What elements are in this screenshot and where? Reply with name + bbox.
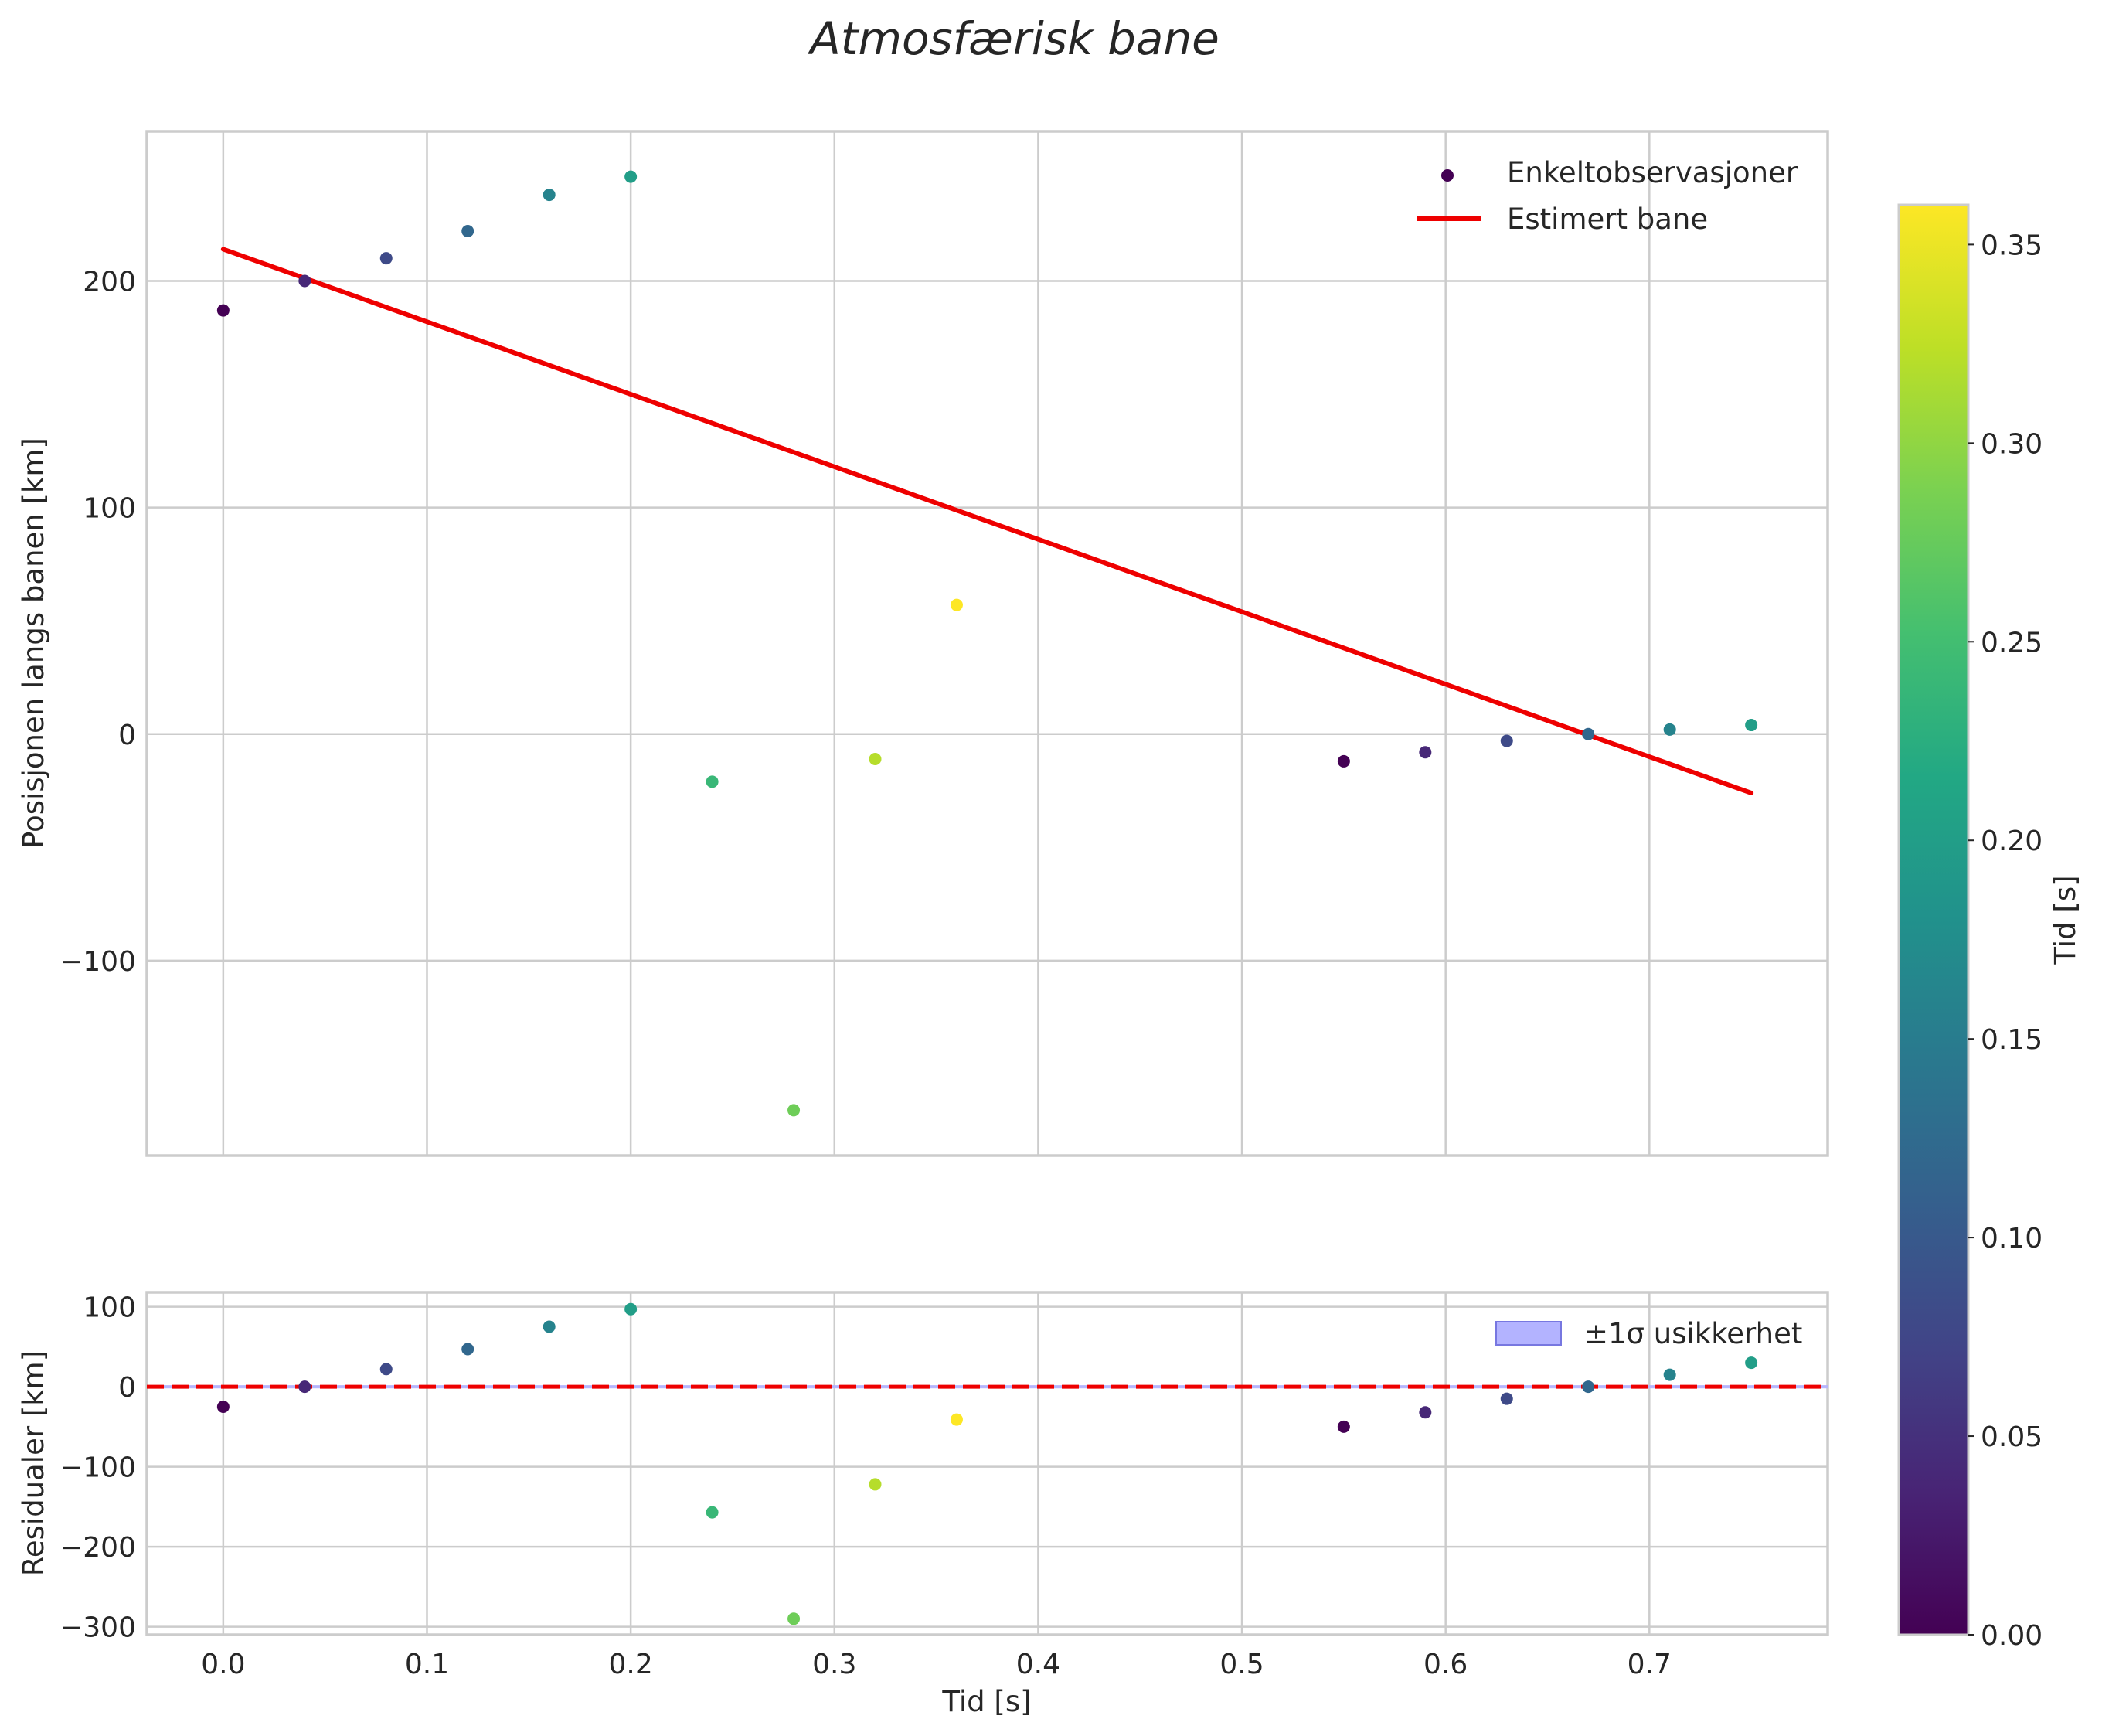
top-y-tick-label: 200 [83, 266, 136, 298]
legend-line-label: Estimert bane [1507, 203, 1708, 236]
x-tick-label: 0.7 [1628, 1649, 1672, 1680]
residual-point [787, 1612, 801, 1625]
residual-point [869, 1478, 882, 1491]
x-tick-label: 0.3 [812, 1649, 856, 1680]
legend-scatter-label: Enkeltobservasjoner [1507, 156, 1798, 189]
colorbar-tick-label: 0.35 [1981, 230, 2042, 261]
estimated-trajectory-line [220, 247, 1754, 795]
colorbar-tick-label: 0.10 [1981, 1223, 2042, 1254]
top-y-tick-label: −100 [60, 946, 136, 978]
colorbar-gradient [1897, 203, 1970, 1636]
top-y-tick-labels: −100 0 100 200 [60, 266, 136, 977]
bottom-y-tick-label: −100 [60, 1452, 136, 1484]
colorbar-tick-label: 0.25 [1981, 627, 2042, 659]
x-tick-label: 0.4 [1016, 1649, 1060, 1680]
colorbar-label: Tid [s] [2049, 875, 2082, 965]
observation-point [706, 775, 719, 788]
sigma-uncertainty-band [147, 1385, 1828, 1389]
observation-points [216, 170, 1758, 1117]
top-axes-frame [145, 130, 1829, 1157]
x-tick-label: 0.1 [405, 1649, 449, 1680]
residual-point [379, 1363, 393, 1376]
observation-point [298, 274, 311, 288]
observation-point [1500, 734, 1513, 747]
residual-point [1500, 1392, 1513, 1405]
top-y-axis-label: Posisjonen langs banen [km] [17, 437, 50, 849]
residual-point [543, 1320, 556, 1333]
top-y-tick-label: 0 [118, 720, 136, 751]
bottom-axes-frame [145, 1291, 1829, 1636]
colorbar-tick-label: 0.15 [1981, 1024, 2042, 1056]
observation-point [1663, 723, 1676, 736]
colorbar-tick-label: 0.20 [1981, 825, 2042, 857]
colorbar-tick-label: 0.00 [1981, 1620, 2042, 1652]
observation-point [543, 189, 556, 202]
residual-points [216, 1302, 1758, 1625]
residual-point [1663, 1368, 1676, 1381]
observation-point [216, 304, 230, 317]
bottom-y-tick-labels: −300 −200 −100 0 100 [60, 1292, 136, 1644]
bottom-legend: ±1σ usikkerhet [1495, 1317, 1802, 1350]
bottom-y-tick-label: 0 [118, 1372, 136, 1404]
colorbar-tick-labels: 0.00 0.05 0.10 0.15 0.20 0.25 0.30 0.35 [1968, 230, 2042, 1652]
top-legend: Enkeltobservasjoner Estimert bane [1417, 156, 1798, 236]
colorbar-tick-label: 0.05 [1981, 1421, 2042, 1453]
bottom-grid [147, 1292, 1828, 1635]
x-axis-label: Tid [s] [941, 1685, 1031, 1718]
observation-point [379, 252, 393, 265]
residual-point [461, 1343, 474, 1356]
observation-point [787, 1104, 801, 1117]
observation-point [1745, 719, 1758, 732]
colorbar-tick-label: 0.30 [1981, 428, 2042, 460]
observation-point [461, 224, 474, 237]
residual-point [950, 1413, 963, 1426]
residual-point [624, 1302, 638, 1316]
residual-point [216, 1401, 230, 1414]
bottom-y-tick-label: −300 [60, 1612, 136, 1644]
observation-point [1419, 746, 1432, 759]
observation-point [950, 598, 963, 611]
x-tick-label: 0.6 [1423, 1649, 1468, 1680]
x-tick-label: 0.2 [609, 1649, 653, 1680]
bottom-y-tick-label: −200 [60, 1532, 136, 1564]
observation-point [869, 753, 882, 766]
bottom-y-tick-label: 100 [83, 1292, 136, 1324]
observation-point [624, 170, 638, 183]
x-tick-label: 0.5 [1219, 1649, 1264, 1680]
chart-title: Atmosfærisk bane [807, 12, 1219, 65]
bottom-y-axis-label: Residualer [km] [17, 1350, 50, 1576]
top-grid [147, 131, 1828, 1156]
legend-band-label: ±1σ usikkerhet [1584, 1317, 1802, 1350]
residual-point [706, 1506, 719, 1519]
residual-point [1337, 1420, 1350, 1433]
bottom-panel: −300 −200 −100 0 100 Residualer [km] ±1σ usi… [17, 1291, 1829, 1718]
x-tick-label: 0.0 [201, 1649, 245, 1680]
x-tick-labels: 0.0 0.1 0.2 0.3 0.4 0.5 0.6 0.7 [201, 1649, 1672, 1680]
legend-band-swatch [1495, 1321, 1562, 1346]
top-y-tick-label: 100 [83, 493, 136, 525]
observation-point [1337, 754, 1350, 768]
legend-scatter-marker [1441, 169, 1454, 182]
residual-point [298, 1380, 311, 1394]
colorbar: 0.00 0.05 0.10 0.15 0.20 0.25 0.30 0.35 Tid [s] [1897, 203, 2082, 1652]
residual-point [1419, 1406, 1432, 1419]
observation-point [1582, 727, 1595, 740]
residual-point [1582, 1380, 1595, 1394]
residual-point [1745, 1356, 1758, 1370]
